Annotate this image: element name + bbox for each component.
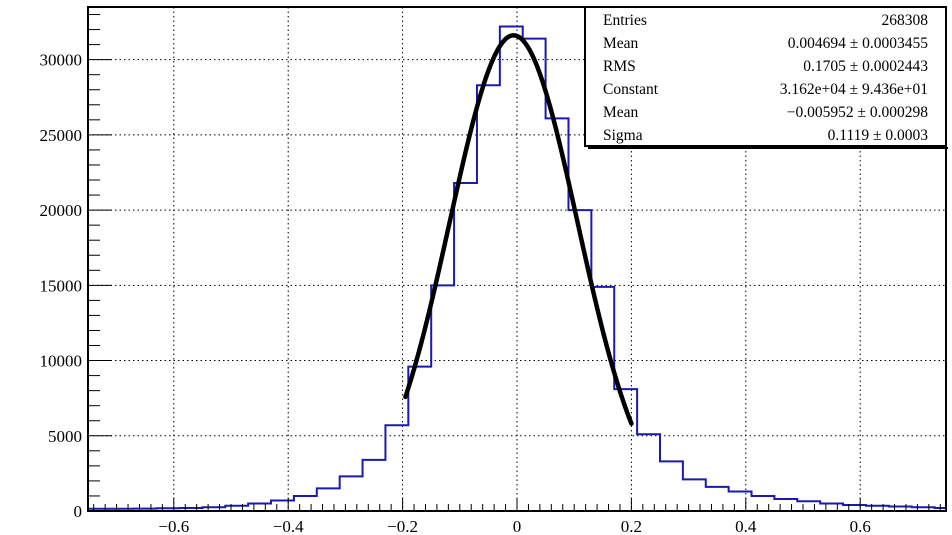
grid-lines xyxy=(88,7,946,511)
stats-box-frame xyxy=(584,6,947,147)
x-tick-label: −0.4 xyxy=(273,517,304,535)
stats-value: 0.004694 ± 0.0003455 xyxy=(788,35,929,52)
y-tick-label: 20000 xyxy=(40,201,83,220)
stats-label: Constant xyxy=(603,81,659,98)
stats-box: Entries 268308 Mean 0.004694 ± 0.0003455 RMS… xyxy=(584,6,948,149)
histogram-series xyxy=(87,25,946,511)
x-tick-label: 0.4 xyxy=(735,517,757,535)
x-tick-label: 0 xyxy=(513,517,522,535)
x-tick-label: −0.2 xyxy=(387,517,418,535)
stats-label: Mean xyxy=(603,104,639,121)
stats-value: 0.1119 ± 0.0003 xyxy=(828,127,929,144)
y-tick-label: 0 xyxy=(74,502,83,521)
axes: −0.6 −0.4 −0.2 0 0.2 0.4 0.6 0 5000 10000 15000 200… xyxy=(40,14,941,535)
stats-label: RMS xyxy=(603,58,636,75)
stats-label: Sigma xyxy=(603,127,643,144)
stats-value: −0.005952 ± 0.000298 xyxy=(787,104,928,121)
stats-label: Entries xyxy=(603,12,647,29)
y-tick-label: 15000 xyxy=(40,276,83,295)
stats-value: 0.1705 ± 0.0002443 xyxy=(803,58,928,75)
x-tick-label: 0.6 xyxy=(850,517,871,535)
histogram-outline xyxy=(87,25,946,511)
gaussian-fit xyxy=(403,33,634,426)
fit-curve xyxy=(403,33,634,426)
stats-value: 268308 xyxy=(882,12,929,29)
y-tick-label: 5000 xyxy=(48,427,82,446)
y-tick-label: 25000 xyxy=(40,126,83,145)
x-tick-label: −0.6 xyxy=(158,517,189,535)
y-tick-label: 10000 xyxy=(40,352,83,371)
y-tick-label: 30000 xyxy=(40,51,83,70)
stats-label: Mean xyxy=(603,35,639,52)
stats-value: 3.162e+04 ± 9.436e+01 xyxy=(780,81,928,98)
x-tick-label: 0.2 xyxy=(621,517,642,535)
